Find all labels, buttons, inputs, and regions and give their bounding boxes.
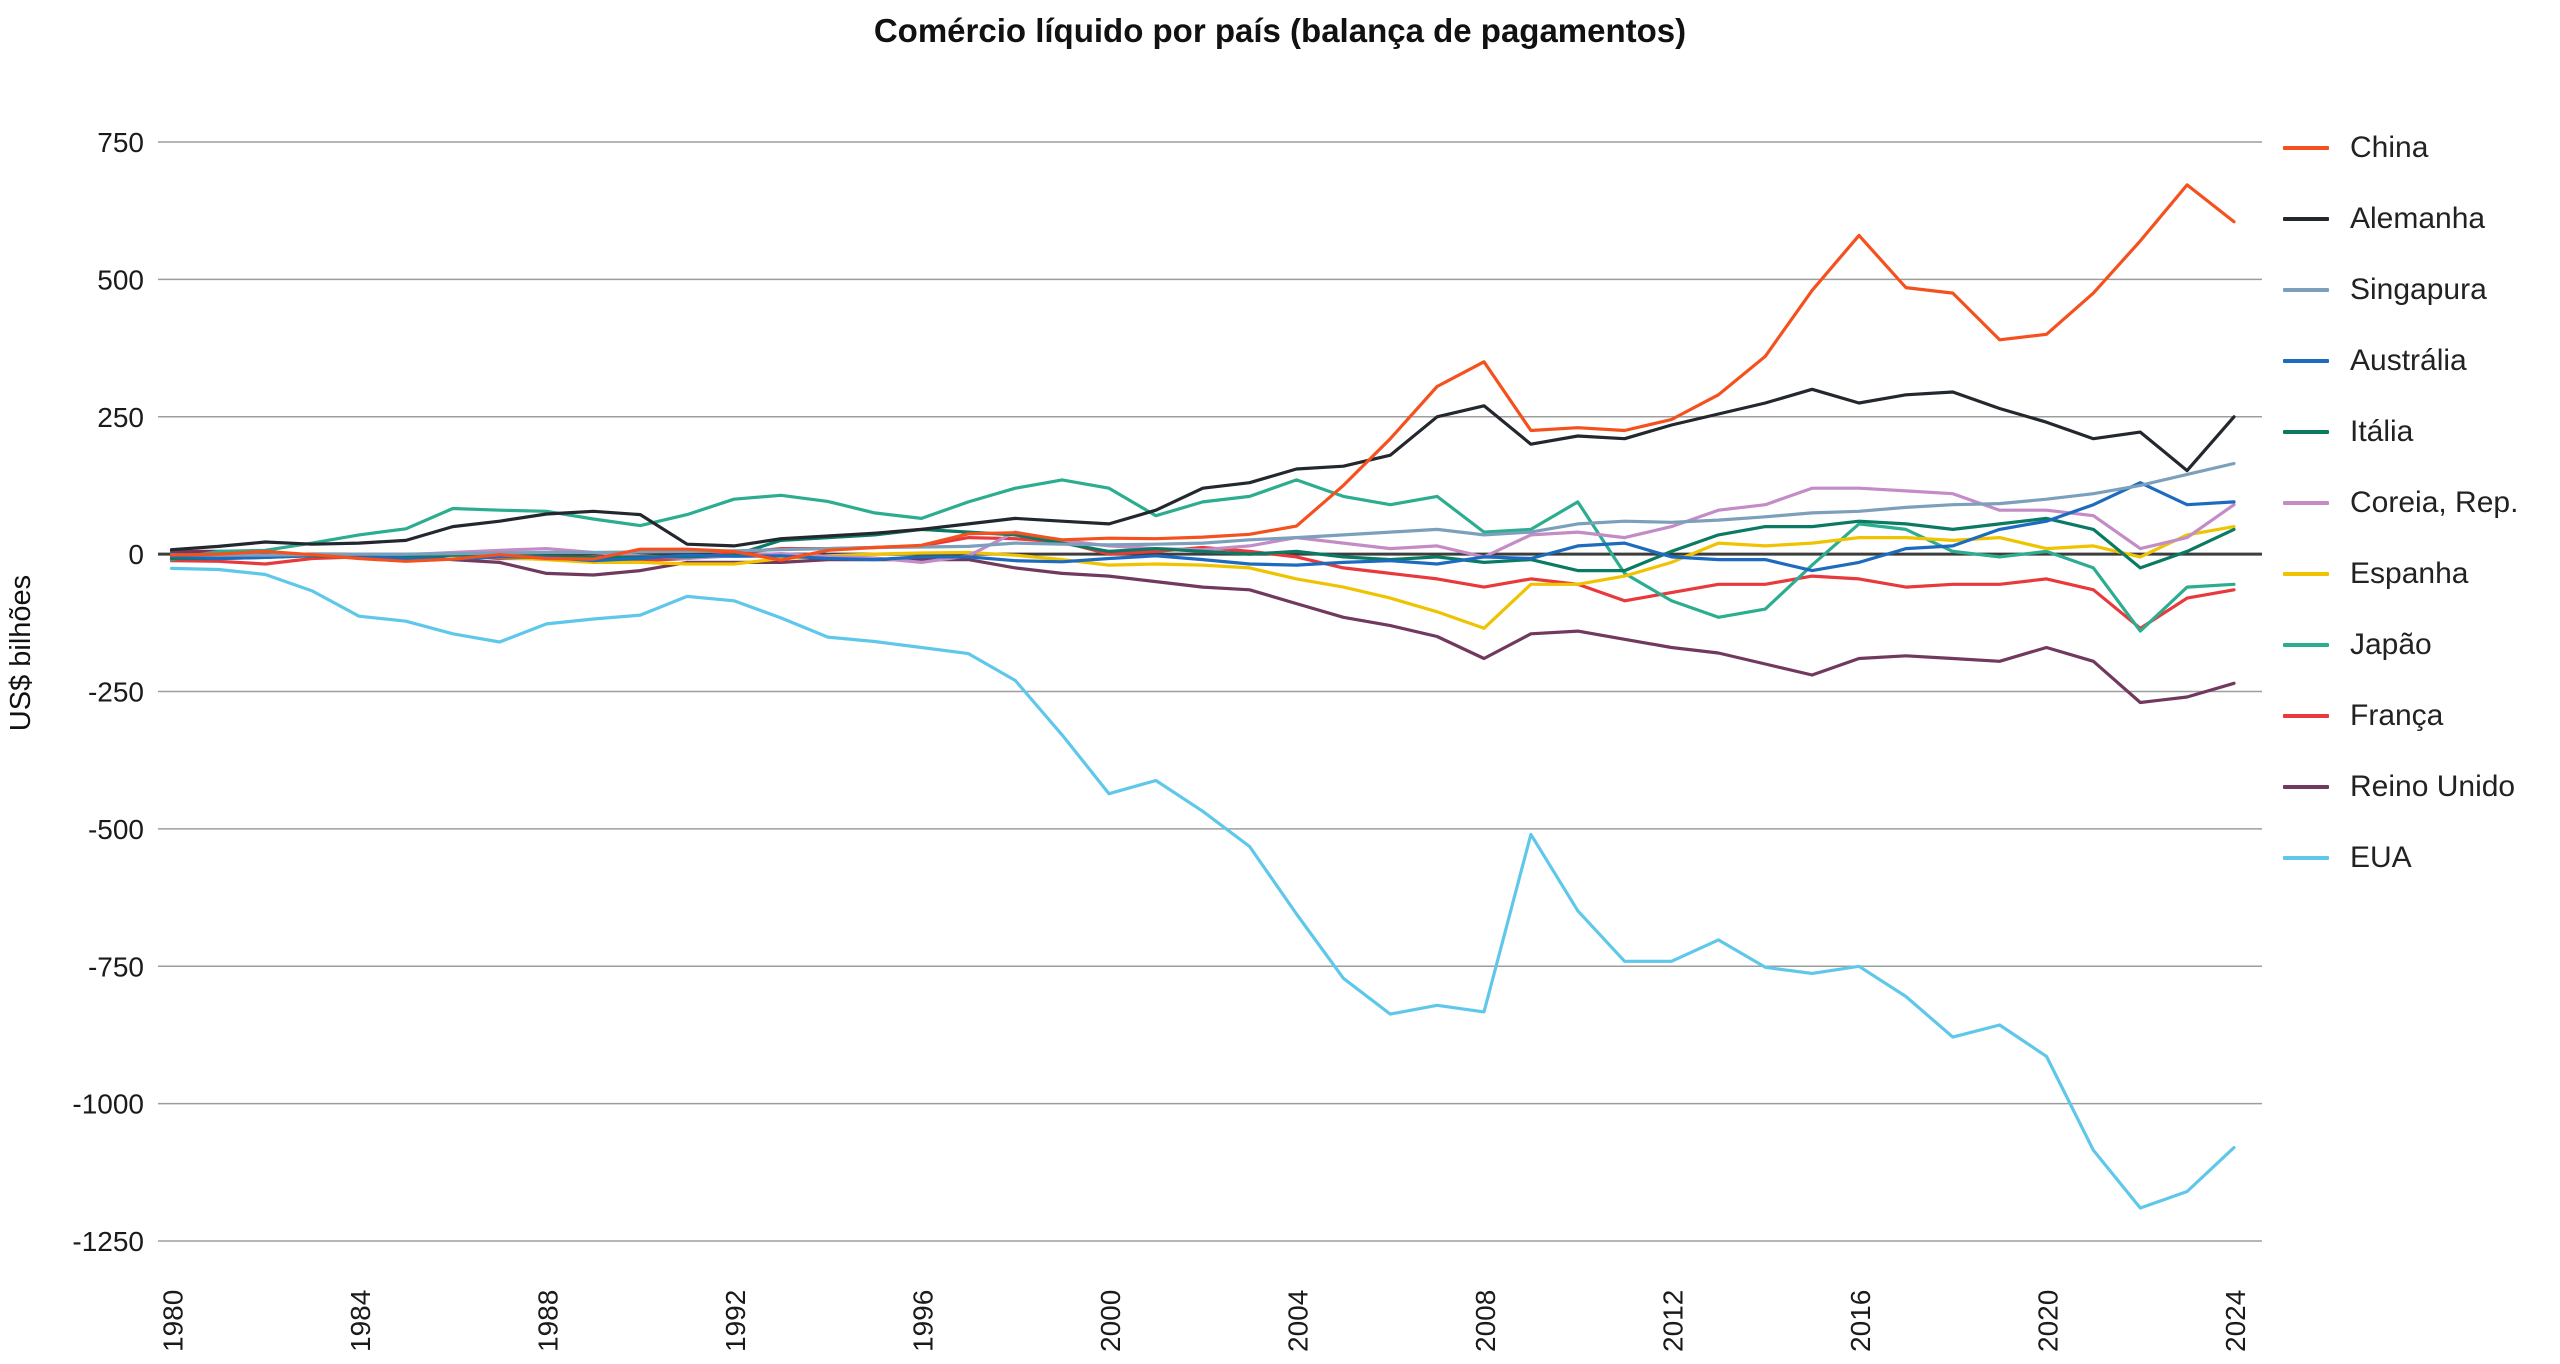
series-line-jap-o <box>169 478 2236 633</box>
legend-swatch-alemanha <box>2283 216 2329 221</box>
legend-swatch-fran-a <box>2283 713 2329 718</box>
legend-item-eua: EUA <box>2283 822 2518 893</box>
legend-item-austr-lia: Austrália <box>2283 325 2518 396</box>
x-tick-label: 2012 <box>1658 1290 1689 1352</box>
y-tick-label: 0 <box>128 539 144 570</box>
legend-swatch-austr-lia <box>2283 358 2329 363</box>
legend-item-espanha: Espanha <box>2283 538 2518 609</box>
legend-swatch-espanha <box>2283 571 2329 576</box>
legend-label-espanha: Espanha <box>2350 556 2469 590</box>
y-tick-label: -250 <box>88 677 144 708</box>
legend-swatch-china <box>2283 145 2329 150</box>
y-tick-label: -1000 <box>72 1089 144 1120</box>
legend-item-china: China <box>2283 112 2518 183</box>
legend-swatch-jap-o <box>2283 642 2329 647</box>
y-tick-label: 250 <box>97 402 144 433</box>
legend-label-china: China <box>2350 130 2429 164</box>
x-tick-label: 1996 <box>908 1290 939 1352</box>
x-tick-label: 2024 <box>2220 1290 2251 1352</box>
legend-label-fran-a: França <box>2350 698 2444 732</box>
legend-item-alemanha: Alemanha <box>2283 183 2518 254</box>
legend-label-it-lia: Itália <box>2350 414 2414 448</box>
y-tick-label: 750 <box>97 127 144 158</box>
x-tick-label: 1992 <box>720 1290 751 1352</box>
legend-label-alemanha: Alemanha <box>2350 201 2486 235</box>
legend-swatch-it-lia <box>2283 429 2329 434</box>
x-tick-label: 2016 <box>1845 1290 1876 1352</box>
series-line-eua <box>169 566 2236 1210</box>
chart-legend: China Alemanha Singapura Austrália Itália Cor… <box>2283 112 2518 893</box>
x-tick-label: 1984 <box>345 1290 376 1352</box>
legend-swatch-eua <box>2283 855 2329 860</box>
legend-swatch-singapura <box>2283 287 2329 292</box>
y-axis-title: US$ bilhões <box>5 575 37 731</box>
y-tick-label: -500 <box>88 814 144 845</box>
legend-swatch-coreia-rep <box>2283 500 2329 505</box>
series-line-china <box>169 183 2236 563</box>
x-tick-label: 2020 <box>2033 1290 2064 1352</box>
legend-item-reino-unido: Reino Unido <box>2283 751 2518 822</box>
y-tick-label: -750 <box>88 951 144 982</box>
y-tick-label: -1250 <box>72 1226 144 1257</box>
x-tick-label: 2004 <box>1283 1290 1314 1352</box>
legend-item-coreia-rep: Coreia, Rep. <box>2283 467 2518 538</box>
y-tick-label: 500 <box>97 264 144 295</box>
legend-item-jap-o: Japão <box>2283 609 2518 680</box>
legend-label-reino-unido: Reino Unido <box>2350 769 2516 803</box>
x-tick-label: 2000 <box>1095 1290 1126 1352</box>
legend-item-singapura: Singapura <box>2283 254 2518 325</box>
legend-item-it-lia: Itália <box>2283 396 2518 467</box>
series-line-singapura <box>169 461 2236 557</box>
series-line-reino-unido <box>169 549 2236 705</box>
legend-label-singapura: Singapura <box>2350 272 2487 306</box>
x-tick-label: 1980 <box>158 1290 189 1352</box>
legend-item-fran-a: França <box>2283 680 2518 751</box>
x-tick-label: 1988 <box>533 1290 564 1352</box>
x-tick-label: 2008 <box>1470 1290 1501 1352</box>
legend-swatch-reino-unido <box>2283 784 2329 789</box>
legend-label-coreia-rep: Coreia, Rep. <box>2350 485 2519 519</box>
legend-label-austr-lia: Austrália <box>2350 343 2467 377</box>
series-line-coreia-rep <box>169 486 2236 565</box>
legend-label-jap-o: Japão <box>2350 627 2432 661</box>
chart-title: Comércio líquido por país (balança de pa… <box>873 12 1687 49</box>
legend-label-eua: EUA <box>2350 840 2412 874</box>
series-line-alemanha <box>169 387 2236 552</box>
